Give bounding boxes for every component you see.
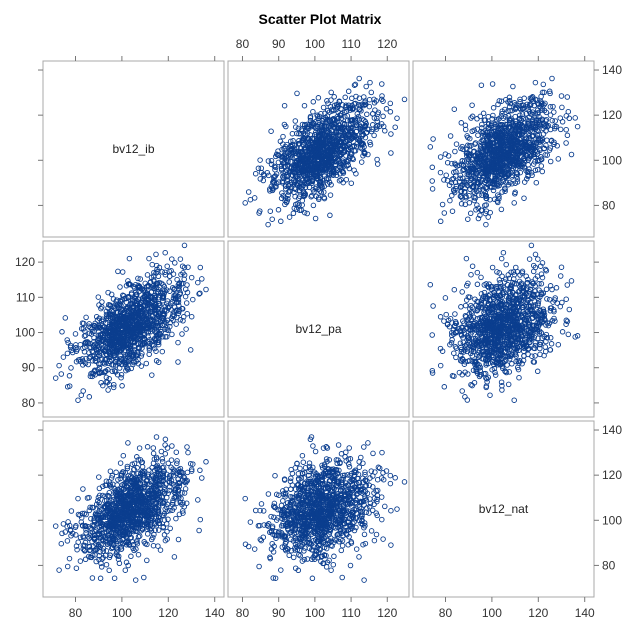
scatter-point <box>392 124 398 130</box>
scatter-point <box>245 189 252 195</box>
scatter-point <box>290 210 297 217</box>
scatter-point <box>265 158 272 164</box>
scatter-point <box>374 118 380 124</box>
scatter-point <box>383 106 390 112</box>
scatter-point <box>321 189 327 195</box>
chart-title: Scatter Plot Matrix <box>259 11 382 27</box>
scatter-point <box>257 157 263 163</box>
diagonal-label-bv12_pa: bv12_pa <box>295 322 341 336</box>
scatter-point <box>356 122 362 128</box>
scatter-point <box>286 214 293 220</box>
scatter-point <box>365 151 371 158</box>
scatter-point <box>327 212 333 219</box>
cell-bv12_ib-vs-bv12_nat <box>412 60 595 238</box>
cell-bv12_ib-vs-bv12_pa <box>227 60 410 238</box>
scatter-point <box>363 83 369 90</box>
scatter-point <box>343 176 350 183</box>
cell-bv12_pa-vs-bv12_ib <box>42 240 225 418</box>
scatter-point <box>379 93 385 99</box>
scatter-point <box>318 189 325 196</box>
scatter-point <box>309 192 315 199</box>
scatter-point <box>358 159 365 165</box>
scatter-point <box>387 100 394 107</box>
scatter-point <box>292 118 299 124</box>
scatter-point <box>271 163 278 170</box>
cell-bv12_pa-vs-bv12_nat <box>412 240 595 418</box>
cell-frame <box>42 60 225 238</box>
scatter-point <box>371 132 377 139</box>
cell-bv12_pa-vs-bv12_pa: bv12_pa <box>227 240 410 418</box>
scatter-point <box>380 113 386 120</box>
scatter-point <box>348 180 355 186</box>
scatter-point <box>327 192 334 198</box>
scatter-point <box>265 221 271 228</box>
scatter-point <box>285 196 291 202</box>
cell-bv12_nat-vs-bv12_ib <box>42 420 225 598</box>
scatter-point <box>288 145 294 152</box>
diagonal-label-bv12_ib: bv12_ib <box>112 142 154 156</box>
scatter-point <box>252 170 259 177</box>
cell-bv12_ib-vs-bv12_ib: bv12_ib <box>42 60 225 238</box>
